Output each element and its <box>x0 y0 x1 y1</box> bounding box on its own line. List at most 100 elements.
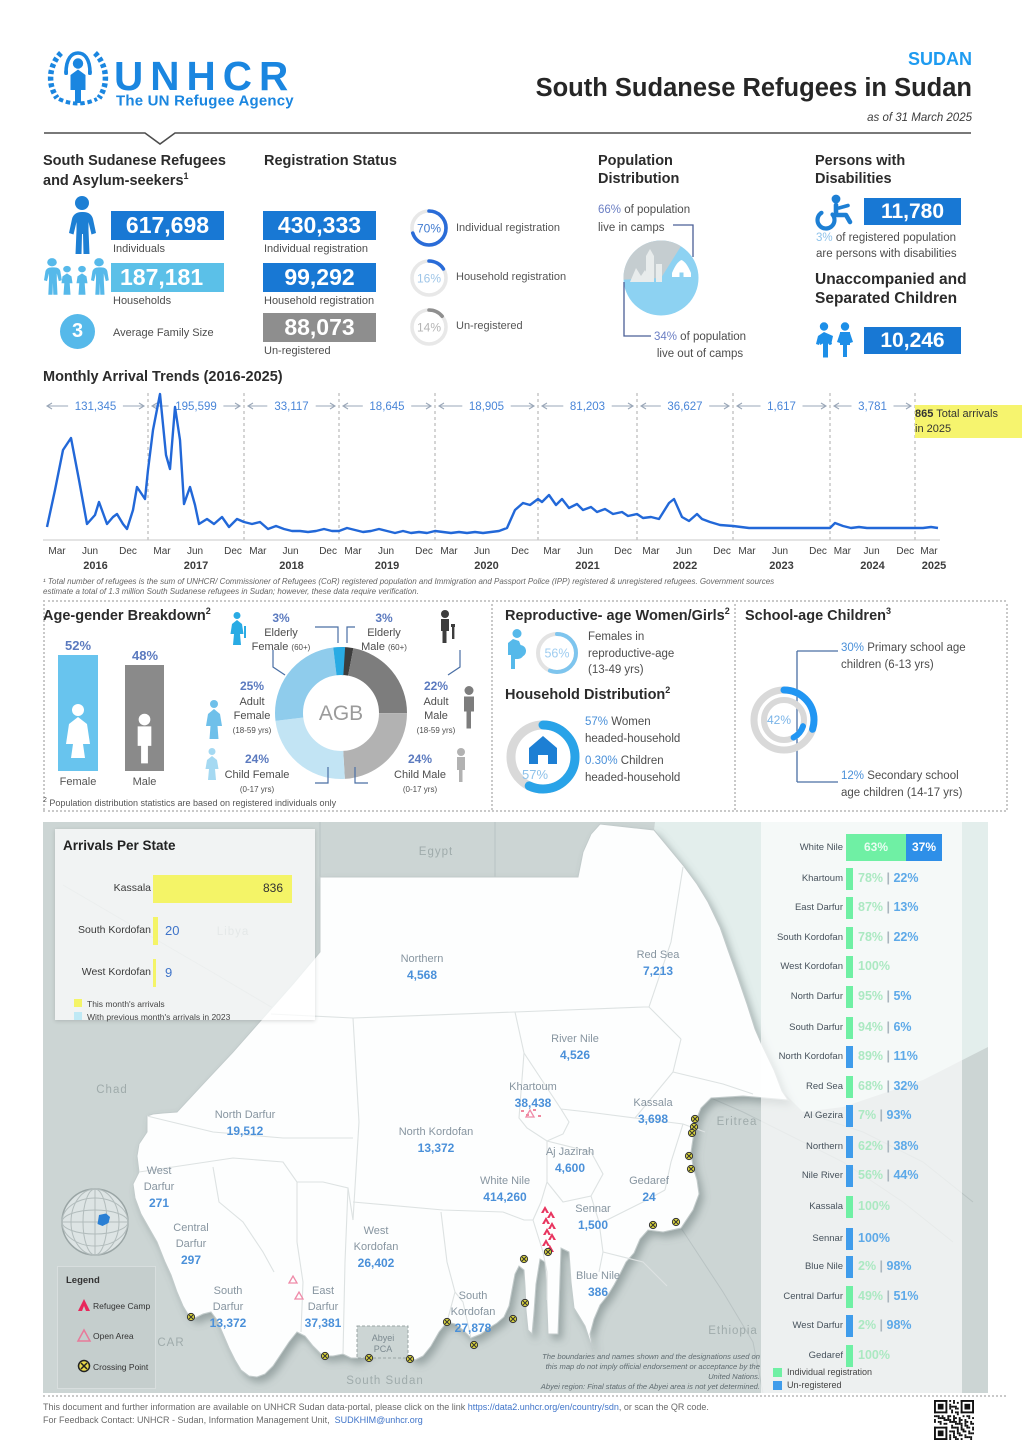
svg-text:1,500: 1,500 <box>578 1218 608 1232</box>
svg-text:33,117: 33,117 <box>274 401 308 413</box>
svg-text:Kordofan: Kordofan <box>354 1241 399 1253</box>
svg-text:UNHCR: UNHCR <box>114 53 295 99</box>
svg-text:Mar: Mar <box>249 546 267 557</box>
svg-text:North Darfur: North Darfur <box>215 1109 276 1121</box>
svg-text:36,627: 36,627 <box>667 401 702 413</box>
svg-text:Kassala: Kassala <box>633 1097 673 1109</box>
svg-text:Dec: Dec <box>511 546 529 557</box>
svg-text:Kordofan: Kordofan <box>451 1306 496 1318</box>
svg-text:Mar: Mar <box>440 546 458 557</box>
svg-text:Dec: Dec <box>224 546 242 557</box>
svg-text:24: 24 <box>642 1190 656 1204</box>
svg-text:3,698: 3,698 <box>638 1112 668 1126</box>
svg-text:131,345: 131,345 <box>75 401 117 413</box>
svg-text:4,526: 4,526 <box>560 1048 590 1062</box>
svg-text:Dec: Dec <box>713 546 731 557</box>
svg-text:CAR: CAR <box>157 1337 184 1349</box>
svg-text:Jun: Jun <box>474 546 490 557</box>
svg-text:South Sudan: South Sudan <box>346 1375 424 1387</box>
svg-text:Ethiopia: Ethiopia <box>708 1325 758 1337</box>
svg-text:Darfur: Darfur <box>213 1301 244 1313</box>
svg-text:Jun: Jun <box>864 546 880 557</box>
svg-text:Dec: Dec <box>319 546 337 557</box>
svg-text:Dec: Dec <box>415 546 433 557</box>
svg-text:13,372: 13,372 <box>418 1141 455 1155</box>
svg-text:Dec: Dec <box>809 546 827 557</box>
svg-text:271: 271 <box>149 1196 169 1210</box>
svg-text:1,617: 1,617 <box>767 401 796 413</box>
svg-text:7,213: 7,213 <box>643 964 673 978</box>
svg-text:4,600: 4,600 <box>555 1161 585 1175</box>
svg-text:Eritrea: Eritrea <box>717 1116 758 1128</box>
svg-text:Blue Nile: Blue Nile <box>576 1270 620 1282</box>
svg-text:2019: 2019 <box>375 560 399 572</box>
svg-text:Jun: Jun <box>577 546 593 557</box>
svg-text:2017: 2017 <box>184 560 208 572</box>
svg-text:81,203: 81,203 <box>570 401 605 413</box>
svg-text:Darfur: Darfur <box>144 1181 175 1193</box>
svg-text:297: 297 <box>181 1253 201 1267</box>
svg-text:Mar: Mar <box>543 546 561 557</box>
svg-text:3,781: 3,781 <box>858 401 887 413</box>
svg-text:2021: 2021 <box>575 560 599 572</box>
svg-text:Mar: Mar <box>642 546 660 557</box>
svg-text:Mar: Mar <box>48 546 66 557</box>
svg-text:2022: 2022 <box>673 560 697 572</box>
svg-text:Dec: Dec <box>896 546 914 557</box>
svg-text:27,878: 27,878 <box>455 1321 492 1335</box>
svg-text:West: West <box>364 1225 389 1237</box>
svg-text:Egypt: Egypt <box>419 846 453 858</box>
svg-text:Jun: Jun <box>772 546 788 557</box>
svg-text:Jun: Jun <box>378 546 394 557</box>
svg-text:AGB: AGB <box>319 702 363 725</box>
svg-text:Central: Central <box>173 1222 208 1234</box>
svg-text:this map do not imply official: this map do not imply official endorseme… <box>546 1362 760 1371</box>
svg-text:Abyei: Abyei <box>372 1333 395 1343</box>
svg-text:38,438: 38,438 <box>515 1096 552 1110</box>
svg-text:Darfur: Darfur <box>176 1238 207 1250</box>
svg-text:4,568: 4,568 <box>407 968 437 982</box>
svg-text:195,599: 195,599 <box>175 401 217 413</box>
svg-text:2018: 2018 <box>279 560 303 572</box>
svg-text:13,372: 13,372 <box>210 1316 247 1330</box>
svg-text:West: West <box>147 1165 172 1177</box>
svg-text:The UN Refugee Agency: The UN Refugee Agency <box>116 93 294 110</box>
svg-text:South: South <box>214 1285 243 1297</box>
svg-text:Darfur: Darfur <box>308 1301 339 1313</box>
svg-text:2024: 2024 <box>860 560 885 572</box>
svg-text:River Nile: River Nile <box>551 1033 599 1045</box>
svg-text:Khartoum: Khartoum <box>509 1081 557 1093</box>
svg-text:Dec: Dec <box>614 546 632 557</box>
svg-text:PCA: PCA <box>374 1344 393 1354</box>
svg-text:16%: 16% <box>417 272 441 286</box>
svg-text:North Kordofan: North Kordofan <box>399 1126 474 1138</box>
svg-text:42%: 42% <box>767 713 791 727</box>
svg-text:19,512: 19,512 <box>227 1124 264 1138</box>
svg-text:57%: 57% <box>522 767 548 782</box>
svg-text:18,905: 18,905 <box>469 401 504 413</box>
svg-text:Northern: Northern <box>401 953 444 965</box>
svg-text:Jun: Jun <box>676 546 692 557</box>
svg-text:18,645: 18,645 <box>369 401 404 413</box>
svg-text:Aj Jazirah: Aj Jazirah <box>546 1146 594 1158</box>
svg-text:Mar: Mar <box>834 546 852 557</box>
svg-text:2020: 2020 <box>474 560 498 572</box>
svg-text:2023: 2023 <box>769 560 793 572</box>
svg-text:Mar: Mar <box>738 546 756 557</box>
svg-text:United Nations.: United Nations. <box>708 1372 760 1381</box>
svg-text:Dec: Dec <box>119 546 137 557</box>
svg-text:26,402: 26,402 <box>358 1256 395 1270</box>
svg-text:56%: 56% <box>544 647 569 661</box>
svg-text:The boundaries and names shown: The boundaries and names shown and the d… <box>542 1352 760 1361</box>
svg-text:2016: 2016 <box>83 560 107 572</box>
svg-text:Abyei region: Final status of: Abyei region: Final status of the Abyei … <box>540 1382 760 1391</box>
svg-text:East: East <box>312 1285 334 1297</box>
svg-text:14%: 14% <box>417 321 441 335</box>
svg-text:414,260: 414,260 <box>483 1190 527 1204</box>
svg-text:386: 386 <box>588 1285 608 1299</box>
svg-text:Jun: Jun <box>282 546 298 557</box>
svg-text:Mar: Mar <box>344 546 362 557</box>
svg-text:White Nile: White Nile <box>480 1175 530 1187</box>
svg-text:2025: 2025 <box>922 560 946 572</box>
svg-text:South: South <box>459 1290 488 1302</box>
